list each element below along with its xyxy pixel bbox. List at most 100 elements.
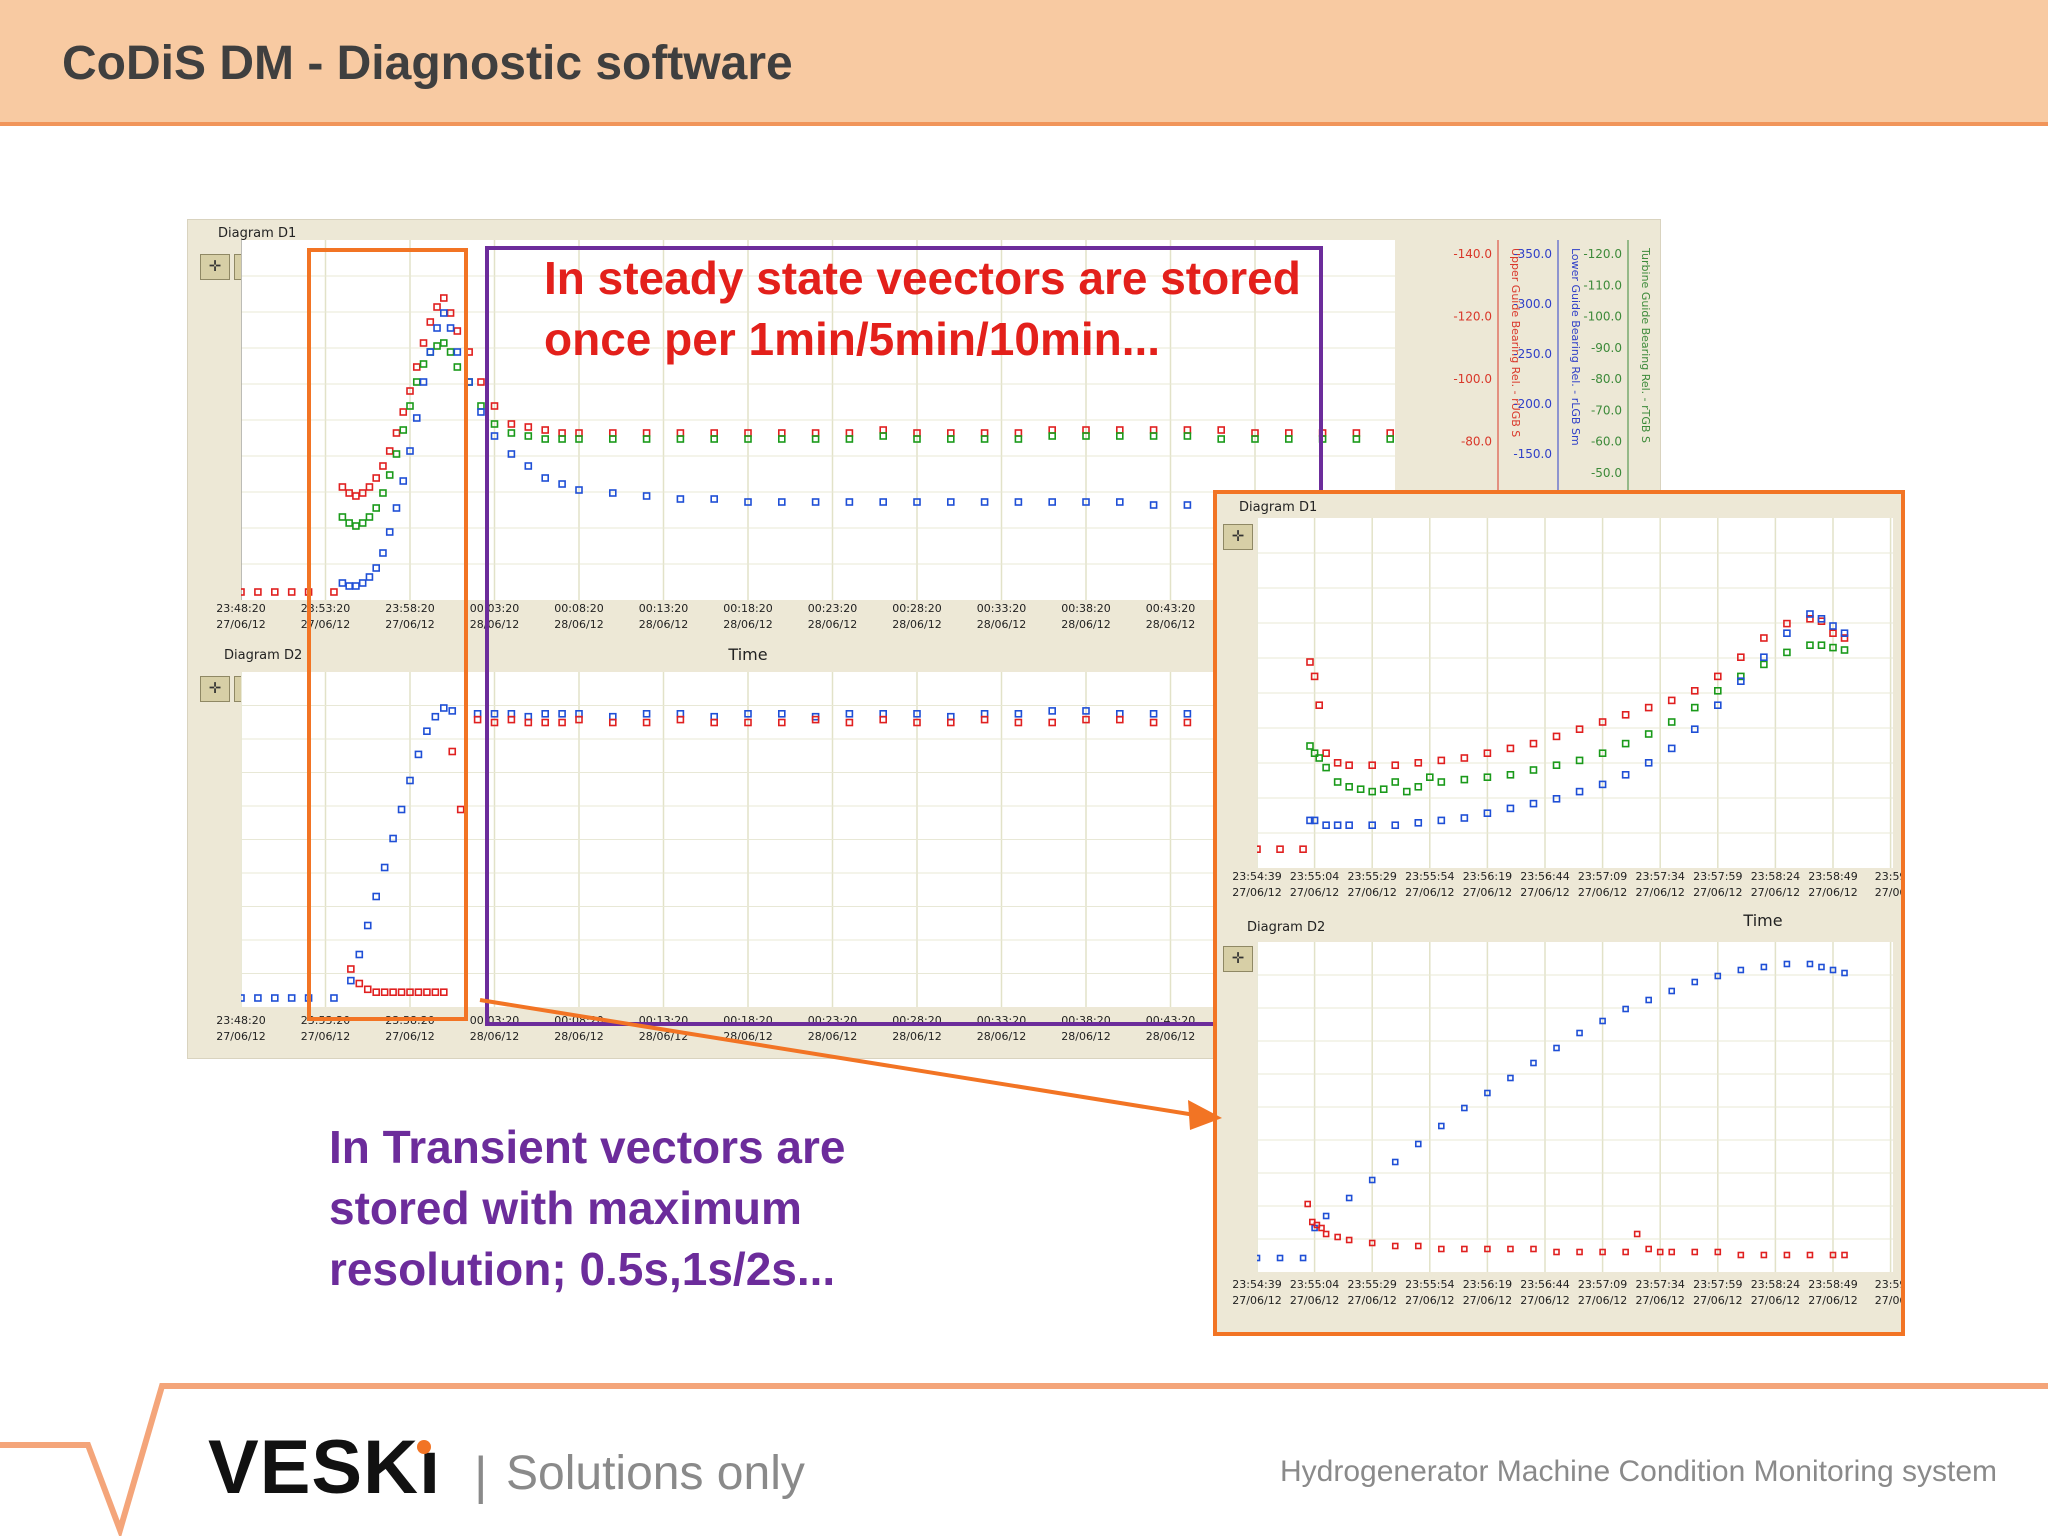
data-point [1183, 432, 1192, 440]
data-point [399, 426, 408, 434]
data-point [1322, 749, 1330, 757]
data-point [1483, 809, 1492, 818]
data-point [1783, 629, 1791, 637]
data-point [1322, 1212, 1330, 1220]
x-tick-label: 28/06/12 [1146, 618, 1195, 631]
data-point [1506, 771, 1515, 779]
x-tick-label: 28/06/12 [1061, 618, 1110, 631]
x-tick-label: 23:59 [1875, 870, 1901, 883]
data-point [1622, 1005, 1629, 1013]
data-point [1840, 646, 1849, 654]
data-point [1713, 687, 1722, 695]
data-point [558, 709, 566, 718]
data-point [1656, 1248, 1664, 1256]
steady-state-callout-line: In steady state veectors are stored [544, 252, 1301, 304]
data-point [1760, 653, 1768, 661]
right-axis-tick: -50.0 [1591, 466, 1622, 480]
data-point [1149, 709, 1158, 718]
data-point [980, 715, 989, 724]
data-point [1806, 960, 1814, 968]
data-point [1841, 969, 1848, 977]
right-axis-tick: -120.0 [1453, 310, 1492, 324]
zoom-d2-plot[interactable] [1253, 942, 1893, 1272]
data-point [1310, 672, 1319, 681]
x-tick-label: 23:56:19 [1463, 870, 1512, 883]
zoom-d1-plot[interactable] [1253, 518, 1893, 868]
data-point [1391, 778, 1400, 786]
data-point [270, 588, 279, 596]
x-tick-label: 00:33:20 [977, 602, 1026, 615]
x-tick-label: 28/06/12 [554, 1030, 603, 1043]
data-point [379, 489, 387, 497]
x-tick-label: 23:57:09 [1578, 870, 1627, 883]
data-point [1576, 1029, 1583, 1037]
right-axis-title: Turbine Guide Bearing Rel. - rTGB S [1639, 247, 1652, 443]
x-tick-label: 00:03:20 [470, 602, 519, 615]
x-tick-label: 27/06/12 [216, 618, 265, 631]
data-point [431, 712, 440, 721]
x-tick-label: 27/06/12 [1578, 886, 1627, 899]
data-point [1507, 1074, 1514, 1082]
data-point [440, 339, 448, 347]
crosshair-icon[interactable]: ✛ [1223, 946, 1253, 972]
data-point [490, 432, 499, 440]
data-point [1368, 787, 1376, 796]
data-point [845, 435, 854, 443]
data-point [1379, 785, 1388, 794]
data-point [1437, 778, 1446, 786]
data-point [1285, 435, 1293, 443]
x-tick-label: 23:54:39 [1232, 870, 1281, 883]
data-point [1368, 821, 1376, 830]
crosshair-icon[interactable]: ✛ [1223, 524, 1253, 550]
data-point [845, 498, 854, 506]
data-point [355, 950, 364, 959]
diagram-d2-label: Diagram D2 [224, 648, 303, 663]
data-point [397, 805, 406, 814]
x-tick-label: 23:48:20 [216, 602, 265, 615]
data-point [1622, 1248, 1629, 1256]
data-point [1115, 498, 1124, 506]
x-tick-label: 28/06/12 [470, 618, 519, 631]
diagram-d2-plot[interactable] [237, 672, 1580, 1007]
data-point [744, 709, 752, 718]
data-point [419, 378, 428, 386]
x-tick-label: 27/06/12 [1347, 886, 1396, 899]
data-point [777, 718, 786, 727]
data-point [1414, 1140, 1422, 1148]
data-point [1506, 804, 1515, 813]
x-tick-label: 23:48:20 [216, 1014, 265, 1027]
data-point [845, 718, 854, 727]
data-point [448, 747, 457, 756]
data-point [1484, 1245, 1491, 1253]
crosshair-icon[interactable]: ✛ [200, 676, 230, 702]
x-tick-label: 00:43:20 [1146, 602, 1195, 615]
data-point [412, 414, 421, 422]
data-point [879, 432, 888, 440]
data-point [1714, 972, 1722, 980]
right-axis-tick: -100.0 [1453, 372, 1492, 386]
data-point [1529, 766, 1538, 774]
data-point [414, 988, 423, 997]
data-point [1668, 987, 1676, 995]
data-point [1306, 816, 1314, 825]
x-tick-label: 27/06/12 [1635, 886, 1684, 899]
data-point [1048, 718, 1057, 727]
data-point [507, 715, 516, 724]
data-point [406, 447, 414, 455]
x-tick-label: 23:55:29 [1347, 1278, 1396, 1291]
steady-state-callout-line: once per 1min/5min/10min... [544, 313, 1161, 365]
data-point [642, 492, 651, 500]
data-point [406, 402, 414, 410]
data-point [1829, 643, 1837, 652]
crosshair-icon[interactable]: ✛ [200, 254, 230, 280]
data-point [1183, 709, 1192, 718]
data-point [575, 715, 583, 724]
data-point [254, 994, 262, 1002]
data-point [946, 718, 955, 727]
x-tick-label: 27/06/12 [1232, 1294, 1281, 1307]
x-tick-label: 28/06/12 [808, 618, 857, 631]
data-point [287, 588, 296, 596]
data-point [1426, 773, 1434, 782]
data-point [1149, 718, 1158, 727]
transient-callout-line: In Transient vectors are [329, 1121, 846, 1173]
